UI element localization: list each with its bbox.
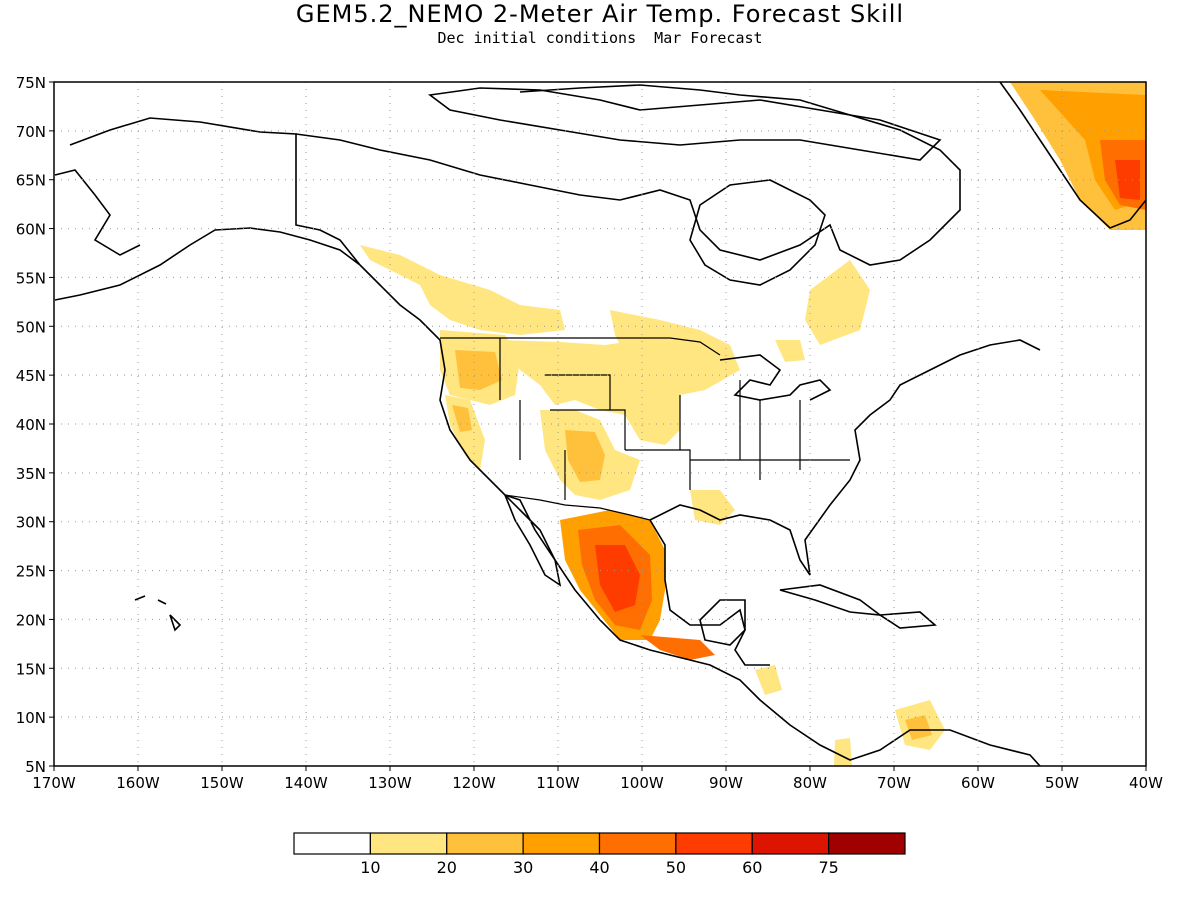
skill-region-oregon-core bbox=[455, 350, 502, 390]
colorbar-label: 40 bbox=[589, 858, 609, 877]
map-gridlines bbox=[54, 82, 1146, 766]
lat-tick-label: 35N bbox=[16, 465, 46, 483]
hudson-bay bbox=[689, 179, 826, 286]
lon-tick-label: 110W bbox=[536, 774, 580, 792]
colorbar-swatch bbox=[446, 832, 524, 855]
colorbar-swatch bbox=[522, 832, 601, 855]
alaska-west bbox=[54, 169, 141, 256]
skill-region-central-america bbox=[755, 665, 782, 695]
lat-tick-label: 5N bbox=[25, 758, 46, 776]
skill-region-lower-mississippi bbox=[690, 490, 735, 525]
colorbar-label: 50 bbox=[666, 858, 686, 877]
skill-region-mexico-max bbox=[595, 545, 640, 612]
us-canada-border bbox=[440, 337, 721, 356]
lon-tick-label: 160W bbox=[116, 774, 160, 792]
greenland-coast bbox=[999, 82, 1146, 229]
hawaii bbox=[134, 595, 182, 632]
yucatan bbox=[699, 599, 746, 646]
lon-tick-label: 90W bbox=[709, 774, 743, 792]
map-axes: 75N 70N 65N 60N 55N 50N 45N 40N 35N 30N 25N 20N 15N 1… bbox=[16, 74, 1163, 792]
skill-region-greenland-max bbox=[1115, 160, 1140, 200]
lat-tick-label: 55N bbox=[16, 269, 46, 287]
lat-tick-label: 15N bbox=[16, 660, 46, 678]
skill-region-california-core bbox=[452, 405, 472, 432]
skill-region-venezuela-core bbox=[905, 715, 932, 740]
west-coast bbox=[359, 264, 1041, 766]
lon-tick-label: 100W bbox=[620, 774, 664, 792]
map-subtitle: Dec initial conditions Mar Forecast bbox=[437, 29, 763, 47]
canada-arctic-coast bbox=[295, 84, 961, 266]
lon-tick-label: 70W bbox=[877, 774, 911, 792]
skill-region-south-mexico bbox=[640, 635, 715, 660]
lon-tick-label: 170W bbox=[32, 774, 76, 792]
colorbar-label: 30 bbox=[513, 858, 533, 877]
baja-california bbox=[503, 493, 562, 587]
great-lakes bbox=[719, 354, 832, 401]
lon-tick-label: 80W bbox=[793, 774, 827, 792]
lon-tick-label: 40W bbox=[1129, 774, 1163, 792]
cuba bbox=[779, 584, 883, 617]
lon-tick-label: 60W bbox=[961, 774, 995, 792]
alaska-coastline bbox=[54, 117, 361, 301]
lat-tick-label: 65N bbox=[16, 172, 46, 190]
colorbar-swatch bbox=[751, 832, 830, 855]
colorbar-swatch bbox=[675, 832, 753, 855]
lon-tick-label: 50W bbox=[1045, 774, 1079, 792]
skill-shading bbox=[360, 82, 1146, 766]
colorbar: 10 20 30 40 50 60 75 bbox=[293, 832, 906, 877]
skill-region-maritimes bbox=[775, 340, 805, 362]
lon-tick-label: 150W bbox=[200, 774, 244, 792]
state-lines bbox=[499, 338, 850, 500]
lat-tick-label: 10N bbox=[16, 709, 46, 727]
skill-region-southwest-core bbox=[565, 430, 605, 482]
colorbar-label: 60 bbox=[742, 858, 762, 877]
gulf-coast bbox=[649, 519, 770, 666]
political-borders bbox=[440, 337, 850, 521]
lon-tick-label: 120W bbox=[452, 774, 496, 792]
lat-tick-label: 30N bbox=[16, 514, 46, 532]
colorbar-label: 20 bbox=[437, 858, 457, 877]
lat-tick-label: 75N bbox=[16, 74, 46, 92]
colorbar-swatch bbox=[828, 832, 906, 855]
colorbar-swatch bbox=[293, 832, 371, 855]
colorbar-swatch bbox=[598, 832, 677, 855]
us-mexico-border bbox=[504, 494, 651, 521]
lon-tick-label: 140W bbox=[284, 774, 328, 792]
lon-tick-label: 130W bbox=[368, 774, 412, 792]
lat-tick-label: 70N bbox=[16, 123, 46, 141]
skill-region-colombia bbox=[834, 738, 852, 766]
colorbar-swatch bbox=[369, 832, 448, 855]
colorbar-label: 10 bbox=[360, 858, 380, 877]
lat-tick-label: 20N bbox=[16, 611, 46, 629]
skill-region-northern-plains-2 bbox=[610, 310, 730, 360]
skill-region-quebec bbox=[805, 260, 870, 345]
arctic-islands bbox=[427, 87, 942, 161]
lat-tick-label: 50N bbox=[16, 318, 46, 336]
gulf-north-coast bbox=[649, 339, 1041, 576]
lat-tick-label: 45N bbox=[16, 367, 46, 385]
lat-tick-label: 40N bbox=[16, 416, 46, 434]
map-title: GEM5.2_NEMO 2-Meter Air Temp. Forecast S… bbox=[295, 0, 905, 28]
lat-tick-label: 25N bbox=[16, 563, 46, 581]
colorbar-label: 75 bbox=[818, 858, 838, 877]
skill-region-pacific-nw bbox=[360, 245, 565, 335]
hispaniola bbox=[877, 611, 937, 629]
lat-tick-label: 60N bbox=[16, 221, 46, 239]
land-outlines bbox=[54, 82, 1146, 766]
